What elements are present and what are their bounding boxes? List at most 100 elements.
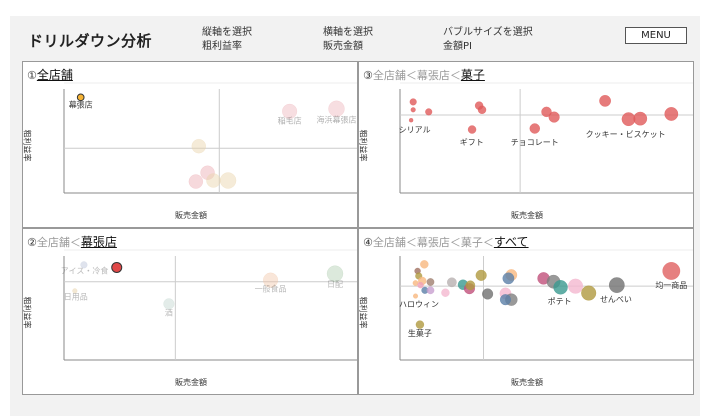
selector-label: 横軸を選択: [323, 27, 373, 38]
breadcrumb: ④全店舗＜幕張店＜菓子＜すべて: [363, 233, 529, 250]
bubble-label: 海浜幕張店: [316, 114, 356, 124]
panel-number: ②: [27, 236, 37, 249]
bubble-label: 幕張店: [69, 100, 93, 110]
breadcrumb-path[interactable]: 全店舗＜幕張店＜菓子＜: [372, 236, 494, 249]
bubble[interactable]: [499, 294, 512, 306]
bubble-label: チョコレート: [511, 138, 559, 147]
bubble[interactable]: [608, 277, 625, 294]
bubble[interactable]: [465, 280, 476, 291]
panel-number: ③: [363, 69, 373, 82]
bubble-label: クッキー・ビスケット: [586, 130, 666, 139]
bubble[interactable]: [446, 277, 457, 288]
bubble[interactable]: [206, 173, 221, 188]
bubble[interactable]: [282, 103, 298, 119]
y-axis-label: 粗利益率: [22, 129, 32, 162]
bubble[interactable]: [621, 112, 636, 127]
bubble[interactable]: [163, 298, 175, 310]
dashboard-title: ドリルダウン分析: [28, 32, 153, 50]
bubble-label: 稲毛店: [278, 115, 302, 125]
breadcrumb: ③全店舗＜幕張店＜菓子: [363, 66, 485, 83]
bubble[interactable]: [76, 93, 85, 102]
breadcrumb-path[interactable]: 全店舗＜: [36, 236, 81, 249]
bubble-label: ギフト: [460, 138, 484, 147]
bubble[interactable]: [633, 111, 648, 126]
bubble[interactable]: [467, 125, 477, 134]
chart-panel-all-stores: ①全店舗幕張店稲毛店 海浜幕張店販売金額 粗利益率: [22, 61, 358, 228]
y-axis-label: 粗利益率: [22, 296, 32, 329]
x-axis-selector[interactable]: 横軸を選択 販売金額: [323, 26, 373, 54]
bubble[interactable]: [441, 288, 450, 297]
bubble[interactable]: [420, 260, 429, 269]
x-axis-label: 販売金額: [511, 378, 543, 387]
bubble[interactable]: [219, 172, 237, 189]
bubble-label: アイス・冷食: [61, 266, 109, 276]
bubble[interactable]: [72, 288, 78, 294]
bubble[interactable]: [262, 272, 279, 288]
y-axis-label: 粗利益率: [358, 129, 368, 162]
bubble[interactable]: [581, 285, 597, 301]
bubble[interactable]: [191, 138, 207, 154]
x-axis-label: 販売金額: [175, 378, 207, 387]
panel-number: ④: [363, 236, 373, 249]
bubble[interactable]: [475, 269, 487, 281]
bubble[interactable]: [410, 107, 416, 113]
bubble-size-selector[interactable]: バブルサイズを選択 金額PI: [443, 26, 533, 54]
bubble[interactable]: [417, 281, 424, 289]
bubble[interactable]: [200, 165, 215, 180]
bubble-label: シリアル: [399, 126, 431, 135]
selector-value[interactable]: 金額PI: [443, 41, 472, 52]
header: ドリルダウン分析 縦軸を選択 粗利益率 横軸を選択 販売金額 バブルサイズを選択…: [10, 16, 700, 60]
bubble[interactable]: [502, 272, 515, 285]
breadcrumb: ①全店舗: [27, 66, 73, 83]
bubble-label: 一般食品: [255, 283, 287, 293]
bubble-label: ハロウィン: [399, 300, 439, 309]
bubble[interactable]: [548, 111, 560, 123]
bubble[interactable]: [664, 107, 679, 121]
bubble[interactable]: [553, 280, 568, 295]
selector-label: バブルサイズを選択: [443, 27, 533, 38]
bubble[interactable]: [599, 94, 612, 107]
bubble[interactable]: [541, 106, 552, 118]
selector-value[interactable]: 粗利益率: [202, 41, 242, 52]
bubble[interactable]: [426, 278, 435, 286]
bubble[interactable]: [477, 105, 487, 115]
bubble[interactable]: [111, 261, 123, 273]
chart-panel-items: ④全店舗＜幕張店＜菓子＜すべて ハロウィン 生菓子 ポテト せんべい 均一商品 販売金額 粗利…: [358, 228, 694, 395]
chart-panel-store: ②全店舗＜幕張店 アイス・冷食 日用品酒 一般食品 日配 販売金額 粗利益率: [22, 228, 358, 395]
breadcrumb-current: 幕張店: [80, 235, 117, 249]
bubble[interactable]: [328, 100, 345, 118]
selector-label: 縦軸を選択: [202, 27, 252, 38]
bubble[interactable]: [408, 117, 414, 123]
y-axis-selector[interactable]: 縦軸を選択 粗利益率: [202, 26, 252, 54]
breadcrumb-current: すべて: [493, 235, 529, 249]
bubble-label: ポテト: [548, 297, 572, 306]
x-axis-label: 販売金額: [175, 211, 207, 220]
bubble[interactable]: [567, 278, 584, 294]
bubble-label: 酒: [165, 308, 173, 317]
breadcrumb-current: 全店舗: [36, 68, 73, 82]
bubble-label: 生菓子: [408, 328, 432, 338]
x-axis-label: 販売金額: [511, 211, 543, 220]
bubble[interactable]: [482, 288, 494, 300]
breadcrumb: ②全店舗＜幕張店: [27, 233, 117, 250]
bubble[interactable]: [662, 262, 681, 280]
bubble-label: 均一商品: [655, 280, 687, 290]
bubble[interactable]: [409, 98, 417, 106]
bubble[interactable]: [425, 108, 433, 116]
bubble[interactable]: [188, 174, 204, 189]
bubble[interactable]: [426, 286, 435, 295]
selector-value[interactable]: 販売金額: [323, 41, 363, 52]
bubble-label: 日配: [327, 280, 343, 289]
bubble[interactable]: [80, 261, 88, 269]
bubble[interactable]: [415, 320, 425, 329]
menu-button[interactable]: MENU: [625, 27, 687, 44]
bubble[interactable]: [412, 293, 419, 299]
bubble[interactable]: [326, 265, 344, 282]
bubble[interactable]: [529, 123, 541, 134]
y-axis-label: 粗利益率: [358, 296, 368, 329]
breadcrumb-path[interactable]: 全店舗＜幕張店＜: [372, 69, 461, 82]
